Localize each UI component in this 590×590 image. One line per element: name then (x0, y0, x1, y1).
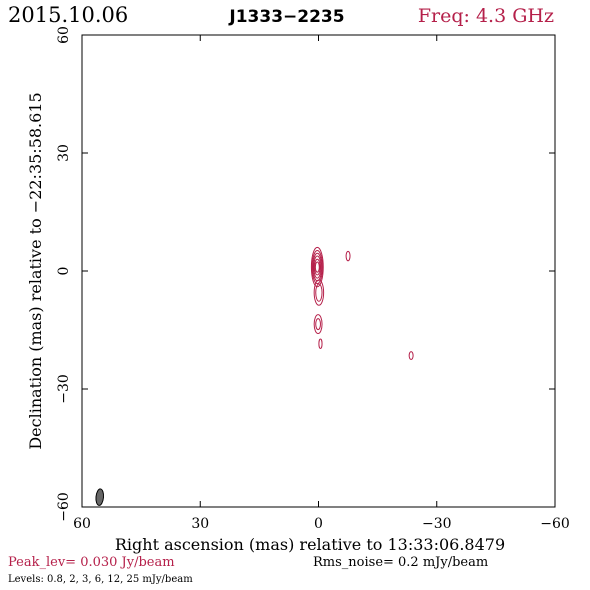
component-far-knot (408, 351, 414, 361)
x-tick-label: 0 (314, 516, 323, 532)
rms-noise: Rms_noise= 0.2 mJy/beam (313, 555, 488, 570)
contour-core-jet-0.8 (310, 246, 324, 288)
y-tick-labels: 60 30 0 −30 −60 (56, 26, 72, 522)
source-name: J1333−2235 (228, 7, 344, 27)
component-core-jet (310, 246, 324, 288)
frequency-label: Freq: 4.3 GHz (418, 5, 554, 27)
x-axis-label: Right ascension (mas) relative to 13:33:… (115, 535, 505, 554)
contour-core-jet-25 (314, 261, 320, 273)
x-tick-labels: 60 30 0 −30 −60 (73, 516, 570, 532)
contour-inner-jet-2 (315, 283, 323, 302)
contour-south-knot-0.8 (318, 338, 323, 349)
contour-core-jet-12 (314, 258, 321, 276)
contour-core-jet-2 (311, 250, 323, 285)
y-tick-label: 0 (56, 267, 72, 276)
component-east-knot (345, 250, 351, 262)
beam-shape (95, 488, 105, 506)
contour-far-knot-0.8 (408, 351, 414, 361)
y-axis-label: Declination (mas) relative to −22:35:58.… (26, 92, 45, 449)
observation-date: 2015.10.06 (8, 3, 128, 27)
contour-inner-jet-0.8 (313, 279, 325, 306)
component-south-knot (318, 338, 323, 349)
x-tick-label: 30 (191, 516, 209, 532)
contour-levels: Levels: 0.8, 2, 3, 6, 12, 25 mJy/beam (8, 574, 193, 585)
contour-outer-jet-0.8 (313, 314, 323, 335)
y-tick-label: 30 (56, 144, 72, 162)
peak-level: Peak_lev= 0.030 Jy/beam (8, 555, 175, 570)
x-tick-label: −30 (422, 516, 452, 532)
contour-outer-jet-2 (315, 318, 321, 331)
contour-east-knot-0.8 (345, 250, 351, 262)
beam-ellipse (95, 488, 105, 506)
x-tick-label: −60 (540, 516, 570, 532)
component-outer-jet (313, 314, 323, 335)
contour-layer (310, 246, 414, 361)
component-inner-jet (313, 279, 325, 306)
y-tick-label: −30 (56, 374, 72, 404)
y-tick-label: 60 (56, 26, 72, 44)
y-tick-label: −60 (56, 492, 72, 522)
contour-core-jet-6 (313, 255, 322, 279)
x-tick-label: 60 (73, 516, 91, 532)
axis-ticks (81, 34, 556, 508)
